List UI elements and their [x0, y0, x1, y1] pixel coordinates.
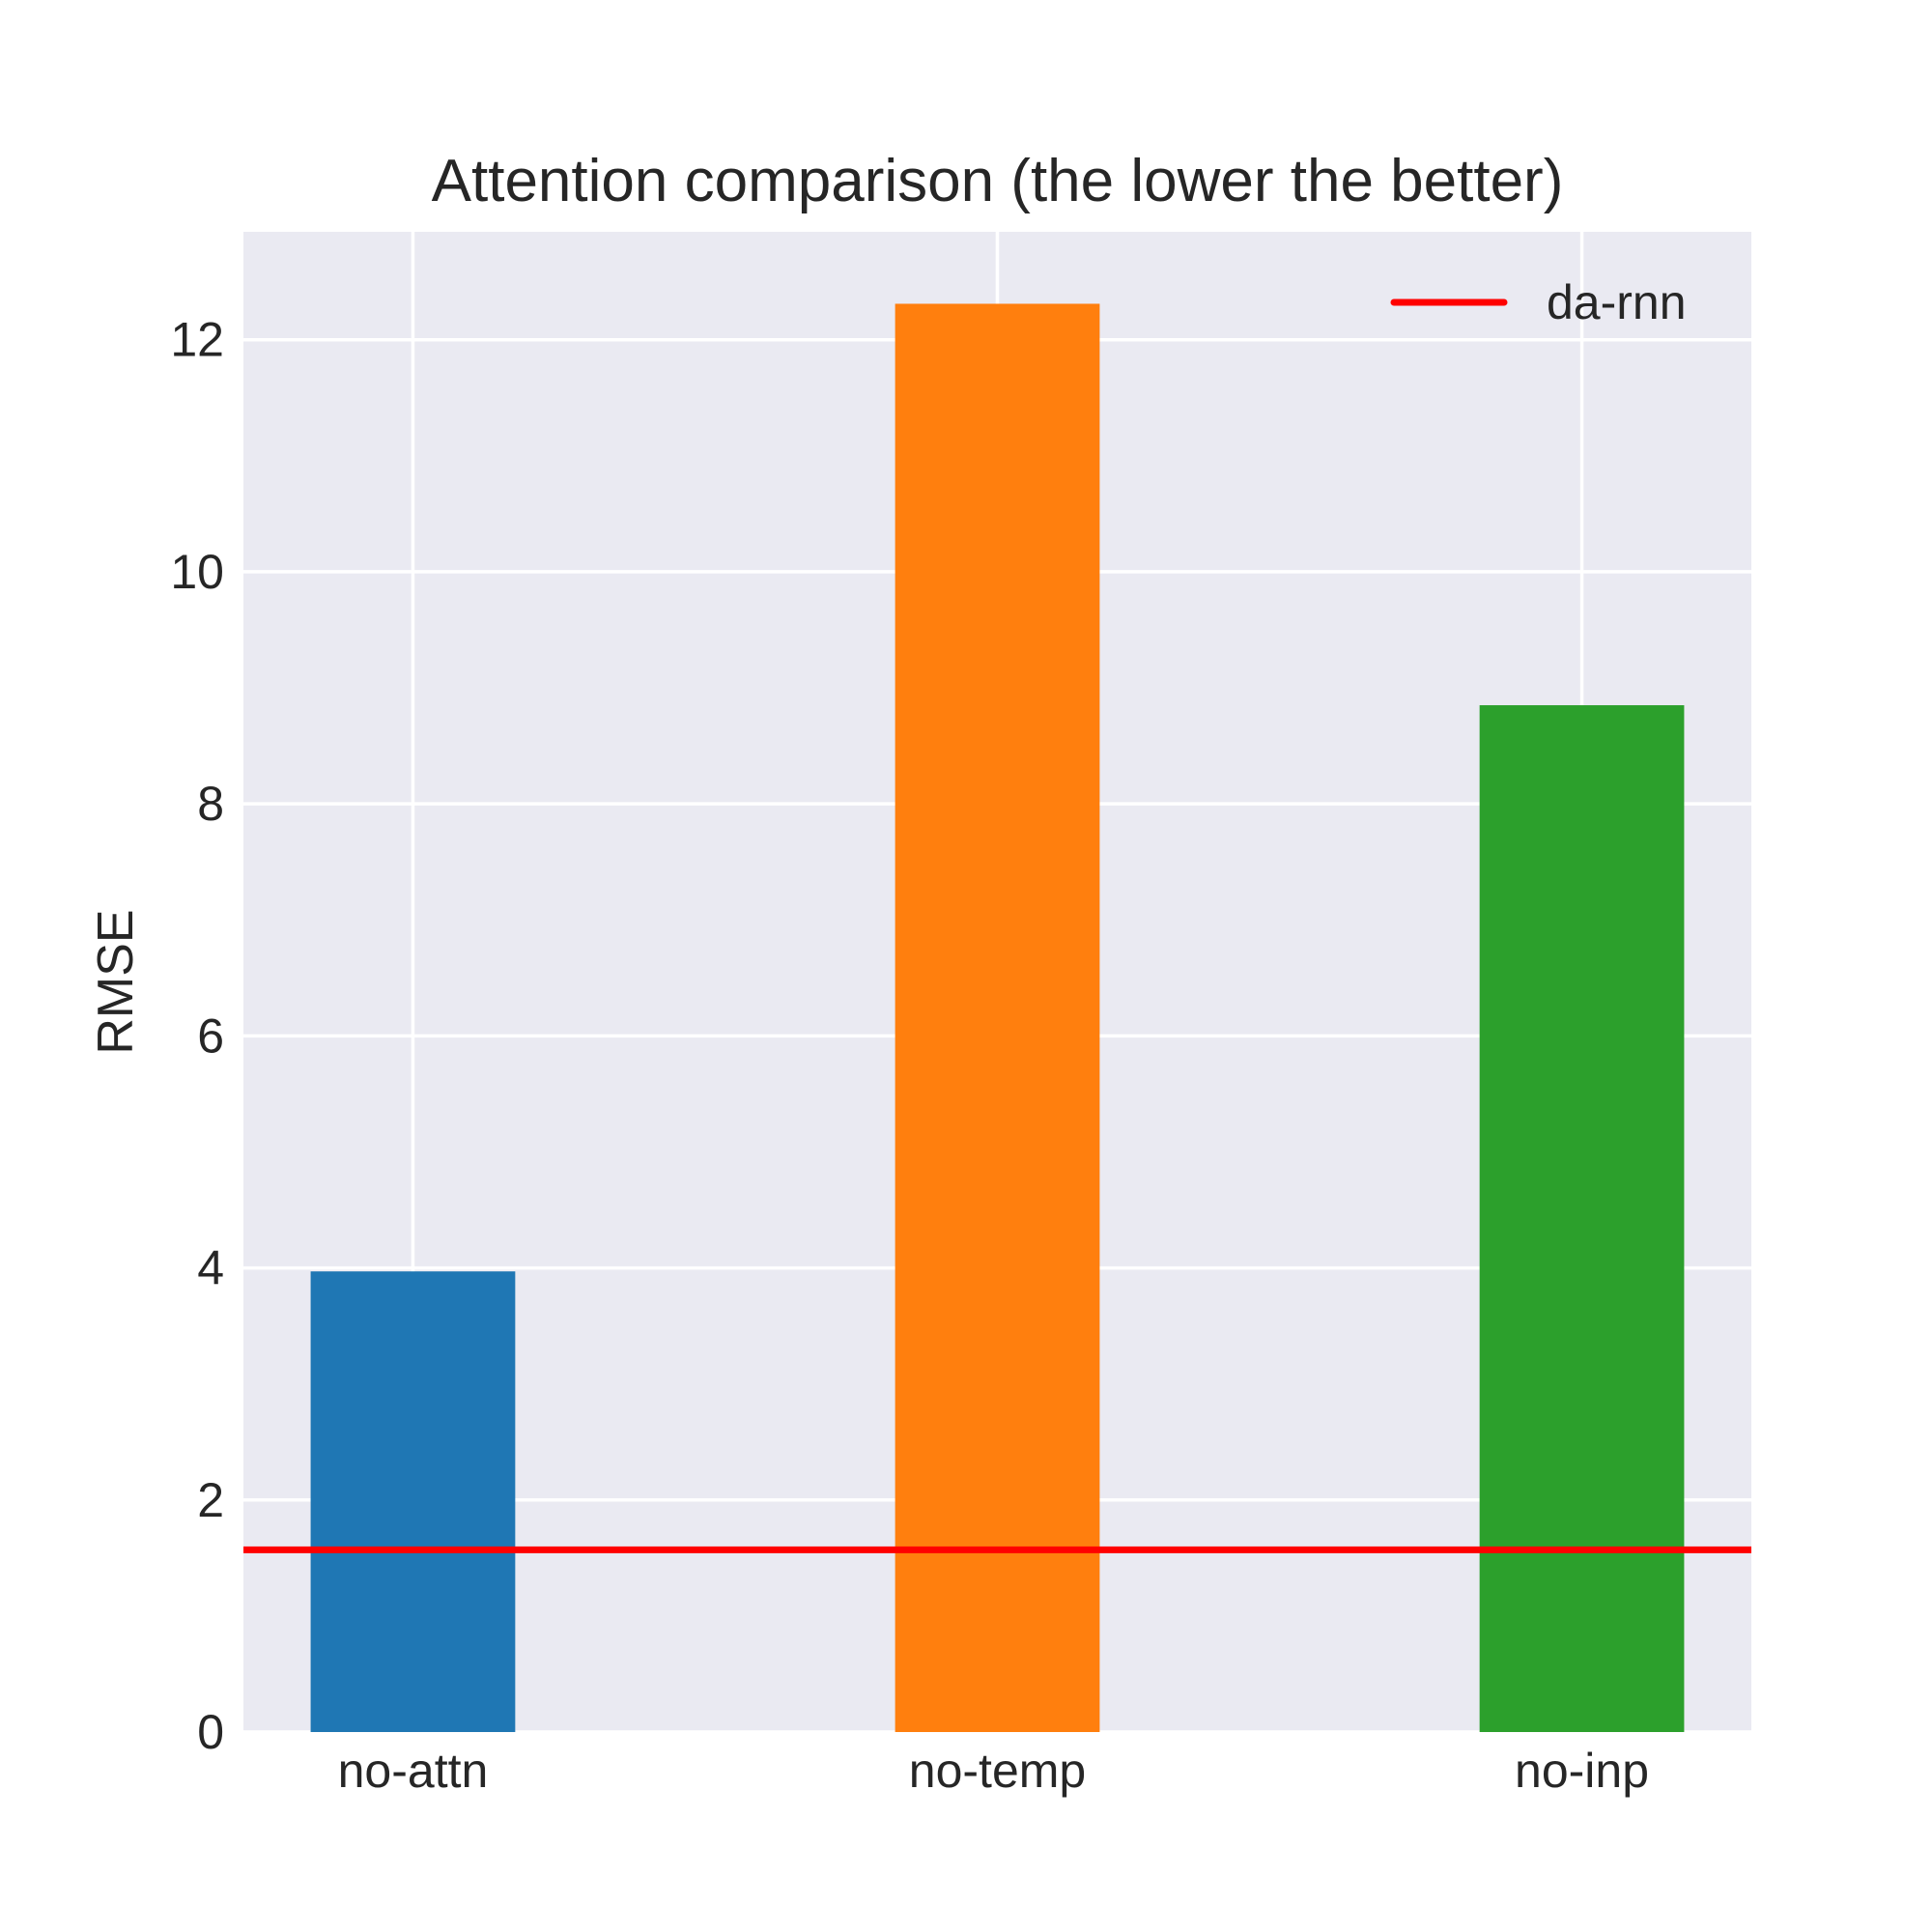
y-axis-label: RMSE [88, 909, 144, 1054]
bars [310, 303, 1685, 1732]
y-tick-label: 12 [170, 313, 224, 367]
y-tick-label: 2 [197, 1473, 224, 1527]
x-axis-ticks: no-attn no-temp no-inp [338, 1744, 1649, 1798]
x-tick-label: no-inp [1515, 1744, 1649, 1798]
bar-no-inp [1479, 705, 1685, 1732]
y-axis-ticks: 0 2 4 6 8 10 12 [170, 313, 224, 1759]
x-tick-label: no-temp [909, 1744, 1086, 1798]
legend: da-rnn [1390, 275, 1687, 329]
chart-title: Attention comparison (the lower the bett… [432, 148, 1564, 214]
bar-no-temp [895, 303, 1100, 1732]
y-tick-label: 0 [197, 1705, 224, 1759]
y-tick-label: 8 [197, 777, 224, 831]
y-tick-label: 4 [197, 1241, 224, 1295]
bar-no-attn [310, 1271, 516, 1732]
x-tick-label: no-attn [338, 1744, 489, 1798]
legend-label-da-rnn: da-rnn [1547, 275, 1687, 329]
y-tick-label: 6 [197, 1009, 224, 1063]
y-tick-label: 10 [170, 545, 224, 599]
